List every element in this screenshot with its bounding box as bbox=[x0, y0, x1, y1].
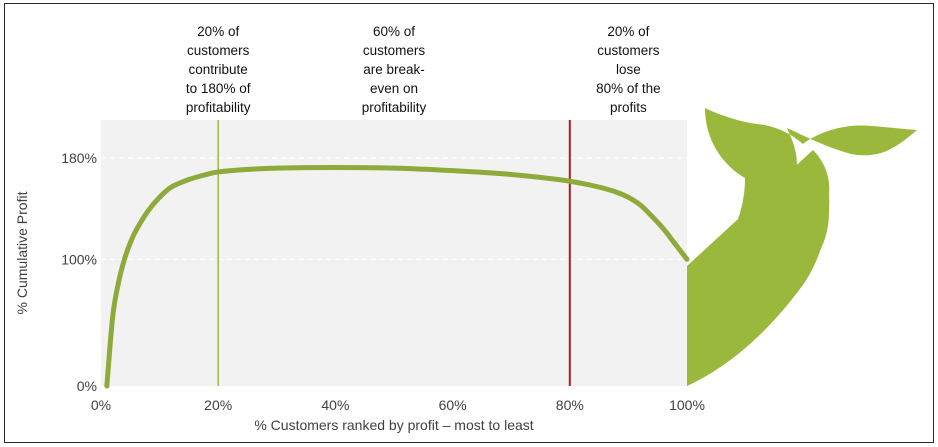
y-tick-label: 0% bbox=[77, 378, 97, 394]
x-tick-label: 0% bbox=[91, 397, 111, 413]
whale-tail-body bbox=[687, 154, 829, 386]
y-tick-label: 100% bbox=[61, 251, 97, 267]
profit-curve-line bbox=[104, 164, 690, 389]
x-tick-label: 60% bbox=[439, 397, 467, 413]
x-tick-label: 80% bbox=[556, 397, 584, 413]
chart-frame: 20% of customers contribute to 180% of p… bbox=[4, 3, 934, 443]
annotation-loss-customers: 20% of customers lose 80% of the profits bbox=[596, 24, 661, 115]
x-tick-label: 100% bbox=[669, 397, 705, 413]
plot-area bbox=[101, 120, 687, 386]
chart-svg: 0% 20% 40% 60% 80% 100% 0% 100% 180% % Customers… bbox=[14, 108, 917, 433]
annotation-break-even-customers: 60% of customers are break- even on prof… bbox=[361, 24, 427, 115]
annotation-top-customers: 20% of customers contribute to 180% of p… bbox=[185, 24, 251, 115]
x-tick-label: 40% bbox=[321, 397, 349, 413]
x-axis-title: % Customers ranked by profit – most to l… bbox=[254, 417, 533, 433]
y-tick-label: 180% bbox=[61, 150, 97, 166]
x-tick-label: 20% bbox=[204, 397, 232, 413]
y-axis-title: % Cumulative Profit bbox=[14, 191, 30, 314]
